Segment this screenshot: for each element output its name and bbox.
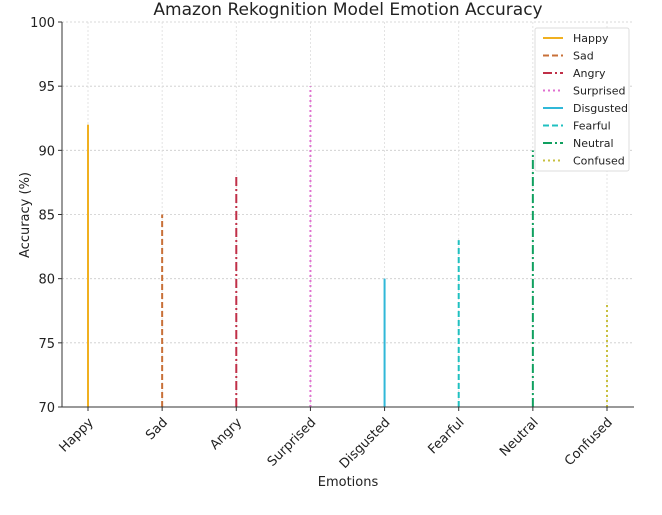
y-axis-label: Accuracy (%) [18,172,33,258]
legend-label: Confused [573,155,625,168]
legend-box [534,27,630,172]
x-tick-label: Neutral [497,415,542,460]
legend-label: Surprised [573,85,626,98]
legend-label: Angry [573,67,606,80]
x-tick-label: Sad [143,415,171,443]
legend-label: Disgusted [573,102,628,115]
y-tick-label: 95 [38,80,55,95]
x-tick-label: Fearful [425,415,467,457]
x-tick-label: Angry [207,415,245,453]
x-tick-label: Confused [562,415,616,469]
x-tick-label: Happy [57,415,97,455]
x-tick-label: Disgusted [337,415,394,472]
marks [87,86,608,407]
y-tick-label: 75 [38,337,55,352]
legend: Happy Sad Angry Surprised Disgusted Fearful Ne… [534,27,630,172]
x-tick-label: Surprised [265,415,320,470]
y-tick-label: 85 [38,209,55,224]
y-tick-label: 80 [38,273,55,288]
chart-title: Amazon Rekognition Model Emotion Accurac… [153,0,542,20]
legend-label: Happy [573,32,609,45]
legend-label: Fearful [573,120,611,133]
y-tick-label: 90 [38,144,55,159]
legend-label: Neutral [573,137,614,150]
legend-label: Sad [573,50,594,63]
y-tick-label: 100 [30,16,55,31]
y-tick-label: 70 [38,401,55,416]
x-axis-label: Emotions [318,475,379,490]
